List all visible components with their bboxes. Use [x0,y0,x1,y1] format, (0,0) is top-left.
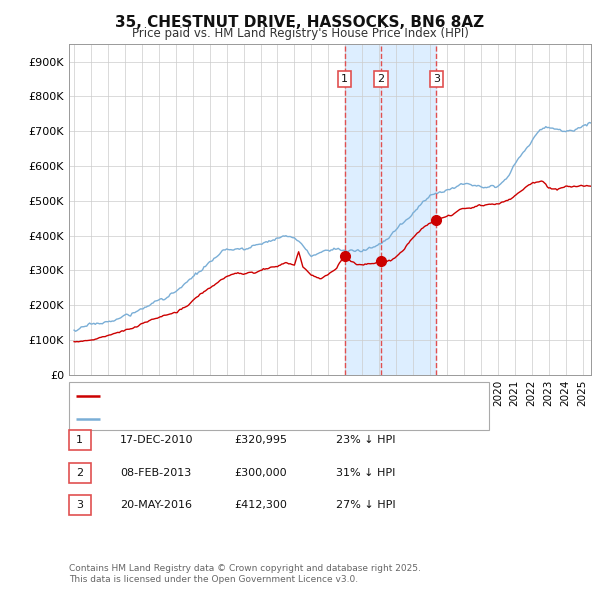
Text: £412,300: £412,300 [234,500,287,510]
Text: 31% ↓ HPI: 31% ↓ HPI [336,468,395,477]
Text: 08-FEB-2013: 08-FEB-2013 [120,468,191,477]
Text: 27% ↓ HPI: 27% ↓ HPI [336,500,395,510]
Text: 17-DEC-2010: 17-DEC-2010 [120,435,193,445]
Text: 23% ↓ HPI: 23% ↓ HPI [336,435,395,445]
Text: 35, CHESTNUT DRIVE, HASSOCKS, BN6 8AZ: 35, CHESTNUT DRIVE, HASSOCKS, BN6 8AZ [115,15,485,30]
Text: £300,000: £300,000 [234,468,287,477]
Text: 35, CHESTNUT DRIVE, HASSOCKS, BN6 8AZ (detached house): 35, CHESTNUT DRIVE, HASSOCKS, BN6 8AZ (d… [105,392,427,401]
Text: This data is licensed under the Open Government Licence v3.0.: This data is licensed under the Open Gov… [69,575,358,584]
Bar [344,44,436,375]
Text: 2: 2 [377,74,385,84]
Text: 3: 3 [76,500,83,510]
Text: Price paid vs. HM Land Registry's House Price Index (HPI): Price paid vs. HM Land Registry's House … [131,27,469,40]
Text: 2: 2 [76,468,83,477]
Text: 1: 1 [76,435,83,445]
Text: £320,995: £320,995 [234,435,287,445]
Text: Contains HM Land Registry data © Crown copyright and database right 2025.: Contains HM Land Registry data © Crown c… [69,565,421,573]
Text: 1: 1 [341,74,348,84]
Text: 20-MAY-2016: 20-MAY-2016 [120,500,192,510]
Text: 3: 3 [433,74,440,84]
Text: HPI: Average price, detached house, Mid Sussex: HPI: Average price, detached house, Mid … [105,414,356,424]
